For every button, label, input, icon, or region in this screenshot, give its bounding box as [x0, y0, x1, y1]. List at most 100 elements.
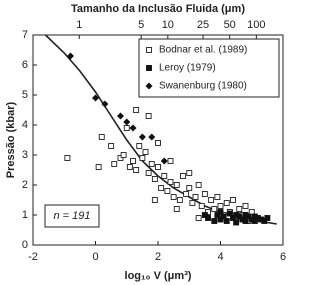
- point: [214, 212, 221, 218]
- point: [186, 170, 193, 176]
- top-axis-title: Tamanho da Inclusão Fluida (μm): [71, 3, 245, 15]
- point: [167, 158, 174, 164]
- point: [155, 164, 161, 170]
- legend-marker: [145, 82, 153, 90]
- legend-marker: [146, 65, 152, 71]
- point: [223, 218, 230, 224]
- legend-box: [138, 38, 280, 98]
- point: [195, 182, 202, 188]
- point: [64, 155, 71, 161]
- point: [201, 191, 208, 197]
- point: [217, 203, 224, 209]
- y-tick-label: 0: [22, 239, 28, 251]
- point: [192, 194, 199, 200]
- point: [217, 216, 224, 223]
- point: [117, 112, 124, 120]
- point: [129, 124, 137, 132]
- point: [158, 185, 165, 191]
- point: [133, 107, 140, 113]
- top-tick-label: 25: [197, 19, 209, 31]
- point: [183, 191, 190, 197]
- chart: Tamanho da Inclusão Fluida (μm) log₁₀ V …: [5, 3, 286, 282]
- y-tick-label: 3: [22, 149, 28, 161]
- point: [230, 197, 236, 203]
- point: [211, 206, 218, 212]
- x-tick-label: 2: [155, 251, 161, 263]
- point: [251, 213, 258, 220]
- annotation: n = 191: [53, 210, 90, 222]
- point: [130, 158, 136, 164]
- point: [145, 113, 152, 119]
- point: [173, 182, 180, 188]
- point: [117, 155, 124, 161]
- point: [101, 100, 109, 108]
- point: [133, 167, 140, 173]
- point: [145, 170, 152, 176]
- point: [223, 200, 230, 206]
- point: [148, 133, 156, 141]
- point: [142, 149, 149, 155]
- point: [211, 218, 218, 224]
- y-tick-label: 2: [22, 179, 28, 191]
- point: [264, 215, 271, 221]
- top-tick-label: 10: [162, 19, 174, 31]
- point: [176, 197, 183, 203]
- x-tick-label: 4: [217, 251, 223, 263]
- y-tick-label: 6: [22, 59, 28, 71]
- annotation-box: [44, 204, 100, 228]
- legend: Bodnar et al. (1989) Leroy (1979) Swanenbu…: [138, 38, 280, 98]
- point: [167, 179, 174, 185]
- point: [205, 209, 211, 215]
- point: [164, 188, 171, 194]
- point: [220, 213, 227, 220]
- point: [123, 118, 131, 126]
- y-tick-label: 5: [22, 89, 28, 101]
- top-tick-label: 50: [224, 19, 236, 31]
- point: [120, 152, 127, 158]
- point: [248, 209, 255, 215]
- point: [198, 203, 205, 209]
- point: [92, 94, 99, 102]
- point: [233, 212, 240, 218]
- point: [186, 185, 193, 191]
- point: [180, 173, 186, 179]
- y-tick-label: 4: [22, 119, 28, 131]
- point: [195, 215, 202, 221]
- point: [205, 215, 211, 221]
- top-tick-label: 1: [76, 19, 82, 31]
- point: [201, 212, 208, 218]
- point: [123, 125, 130, 131]
- point: [161, 173, 168, 179]
- point: [242, 218, 249, 224]
- y-axis-title: Pressão (kbar): [5, 101, 17, 178]
- x-axis-title: log₁₀ V (μm³): [125, 270, 192, 282]
- point: [217, 209, 224, 215]
- point: [98, 134, 105, 140]
- point: [189, 200, 196, 206]
- point: [155, 140, 161, 146]
- x-tick-label: 6: [280, 251, 286, 263]
- point: [173, 206, 180, 212]
- point: [208, 197, 215, 203]
- point: [261, 218, 268, 224]
- point: [233, 219, 240, 226]
- point: [160, 157, 168, 165]
- y-tick-label: 1: [22, 209, 28, 221]
- point: [236, 206, 243, 212]
- legend-label: Leroy (1979): [159, 63, 216, 74]
- point: [242, 203, 249, 209]
- point: [170, 194, 177, 200]
- x-tick-label: 0: [92, 251, 98, 263]
- point: [95, 164, 102, 170]
- point: [67, 52, 74, 60]
- point: [108, 143, 115, 149]
- point: [148, 161, 155, 167]
- point: [126, 164, 133, 170]
- point: [136, 143, 143, 149]
- legend-marker: [146, 47, 152, 53]
- legend-label: Bodnar et al. (1989): [159, 45, 247, 56]
- point: [138, 133, 146, 141]
- point: [230, 215, 236, 221]
- point: [226, 210, 233, 217]
- point: [151, 197, 158, 203]
